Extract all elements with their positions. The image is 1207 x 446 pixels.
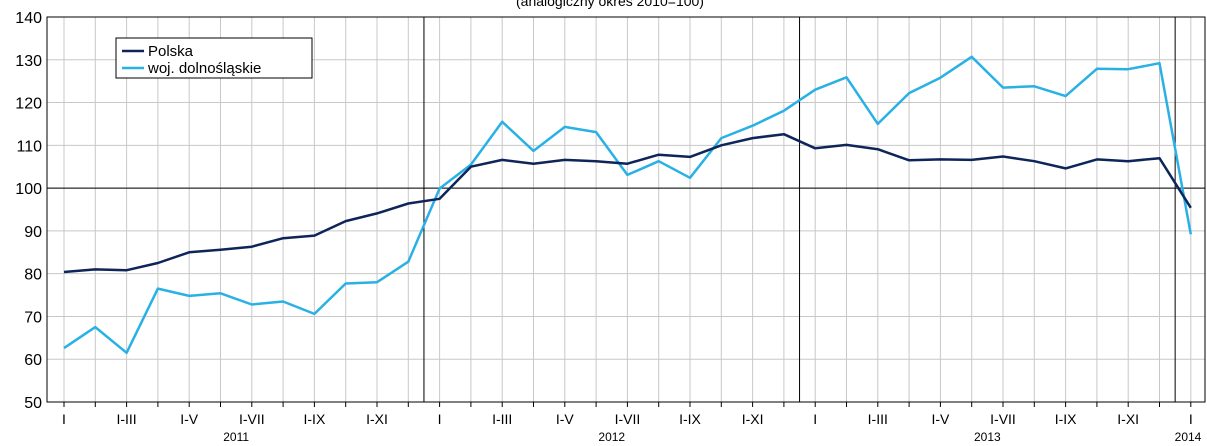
- year-label: 2012: [598, 430, 625, 444]
- y-tick-label: 80: [24, 267, 42, 284]
- year-separators: [423, 17, 1176, 402]
- x-tick-label: I-III: [492, 411, 512, 427]
- x-tick-label: I-IX: [1055, 411, 1077, 427]
- legend-label-polska: Polska: [148, 43, 194, 60]
- x-tick-label: I-V: [180, 411, 199, 427]
- year-label: 2013: [974, 430, 1001, 444]
- plot-frame: [46, 16, 1206, 403]
- y-tick-label: 70: [24, 309, 42, 326]
- series-lines: [63, 55, 1193, 355]
- y-tick-label: 50: [24, 395, 42, 412]
- x-tick-label: I-III: [116, 411, 136, 427]
- x-tick-label: I-XI: [366, 411, 388, 427]
- series-line-dolnoslaskie: [63, 55, 1193, 355]
- x-tick-label: I-VII: [615, 411, 641, 427]
- chart-subtitle: (analogiczny okres 2010=100): [516, 0, 704, 9]
- x-tick-label: I-IX: [304, 411, 326, 427]
- x-axis-ticks: I I-III I-V I-VII I-IX I-XI I I-III I-V I-VII I-IX…: [62, 402, 1193, 427]
- year-labels: 2011 2012 2013 2014: [223, 430, 1201, 444]
- x-tick-label: I: [62, 411, 66, 427]
- series-line-polska: [63, 132, 1192, 274]
- y-axis-ticks: 50 60 70 80 90 100 110 120 130 140: [15, 10, 42, 412]
- y-tick-label: 130: [15, 53, 42, 70]
- x-tick-label: I-VII: [990, 411, 1016, 427]
- legend-box: [115, 37, 313, 79]
- y-tick-label: 120: [15, 96, 42, 113]
- x-tick-label: I-VII: [239, 411, 265, 427]
- x-tick-label: I-XI: [1117, 411, 1139, 427]
- year-label: 2014: [1175, 430, 1202, 444]
- x-tick-label: I-III: [868, 411, 888, 427]
- year-label: 2011: [223, 430, 249, 444]
- y-tick-label: 100: [15, 181, 42, 198]
- y-tick-label: 90: [24, 224, 42, 241]
- x-tick-label: I-XI: [742, 411, 764, 427]
- x-tick-label: I: [438, 411, 442, 427]
- y-tick-label: 140: [15, 10, 42, 27]
- legend: Polska woj. dolnośląskie: [115, 37, 313, 79]
- x-tick-label: I: [1189, 411, 1193, 427]
- x-tick-label: I-IX: [679, 411, 701, 427]
- x-tick-label: I: [813, 411, 817, 427]
- x-tick-label: I-V: [931, 411, 950, 427]
- legend-label-dolnoslaskie: woj. dolnośląskie: [147, 60, 261, 77]
- y-tick-label: 60: [24, 352, 42, 369]
- y-tick-label: 110: [16, 138, 42, 155]
- x-tick-label: I-V: [556, 411, 575, 427]
